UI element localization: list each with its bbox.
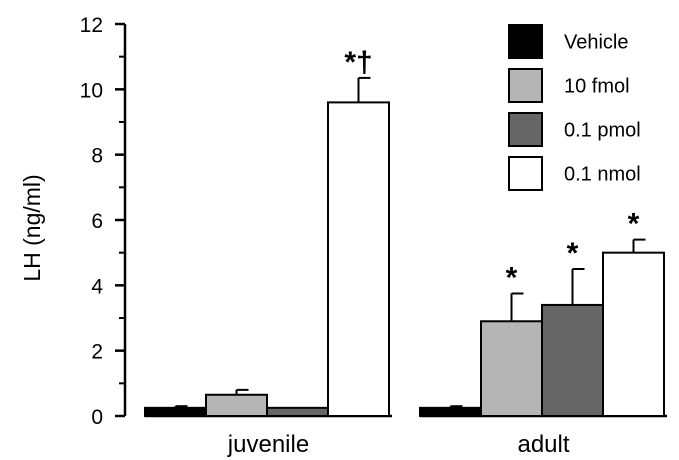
legend-label: Vehicle (564, 32, 629, 54)
legend-swatch (508, 112, 543, 147)
legend: Vehicle 10 fmol 0.1 pmol 0.1 nmol (508, 24, 641, 191)
bar (144, 406, 207, 418)
significance-annotation: * (506, 262, 518, 295)
legend-swatch (508, 68, 543, 103)
legend-swatch (508, 156, 543, 191)
y-tick-label: 6 (91, 210, 103, 233)
bar (327, 101, 390, 418)
bar (602, 251, 665, 417)
y-tick-label: 0 (91, 406, 103, 429)
y-tick-label: 2 (91, 341, 103, 364)
bar (266, 406, 329, 418)
y-tick-label: 10 (80, 79, 103, 102)
bars: *† * * * (144, 46, 665, 418)
bar (541, 303, 604, 417)
legend-label: 0.1 nmol (564, 164, 641, 186)
y-axis-title: LH (ng/ml) (19, 174, 45, 281)
legend-label: 10 fmol (564, 76, 630, 98)
significance-annotation: *† (344, 46, 372, 79)
y-tick-label: 12 (80, 14, 103, 37)
bar (419, 406, 482, 418)
bar (205, 393, 268, 417)
legend-label: 0.1 pmol (564, 120, 641, 142)
significance-annotation: * (567, 237, 579, 270)
bar (480, 320, 543, 417)
significance-annotation: * (628, 208, 640, 241)
y-tick-label: 8 (91, 145, 103, 168)
y-tick-label: 4 (91, 275, 103, 298)
legend-swatch (508, 24, 543, 59)
category-label: adult (517, 431, 569, 458)
category-label: juvenile (227, 431, 309, 458)
